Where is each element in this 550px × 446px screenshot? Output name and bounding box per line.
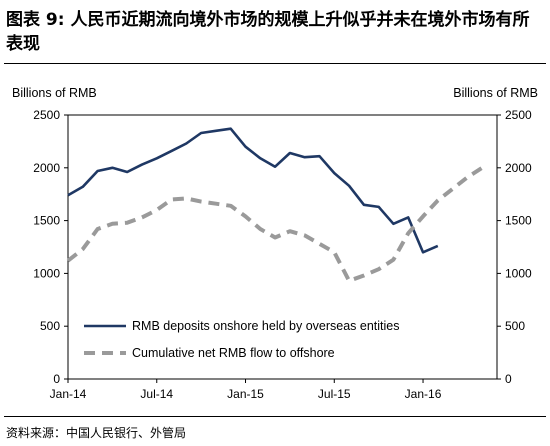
source-note: 资料来源：中国人民银行、外管局 [6,426,187,440]
y-tick-label-left: 2500 [33,108,60,122]
series-line-rmb-deposits [67,127,439,254]
y-tick-label-right: 1500 [505,214,532,228]
y-tick-label-right: 500 [505,319,525,333]
source-rule [4,416,546,417]
y-tick-label-right: 0 [505,372,512,386]
x-tick-label: Jan-16 [405,387,442,401]
y-axis-left-label: Billions of RMB [12,86,97,100]
series-line-cumulative-flow [66,166,484,283]
y-axis-right-label: Billions of RMB [453,86,538,100]
chart-title: 图表 9: 人民币近期流向境外市场的规模上升似乎并未在境外市场有所表现 [6,10,530,54]
x-tick-label: Jan-14 [50,387,87,401]
title-rule [4,63,546,64]
legend-label-rmb-deposits: RMB deposits onshore held by overseas en… [132,319,400,333]
x-tick-label: Jul-15 [318,387,351,401]
y-tick-label-right: 2500 [505,108,532,122]
y-tick-label-left: 0 [53,372,60,386]
y-tick-label-left: 1500 [33,214,60,228]
y-tick-label-left: 2000 [33,161,60,175]
y-tick-label-right: 1000 [505,266,532,280]
y-tick-label-left: 1000 [33,266,60,280]
x-tick-label: Jan-15 [227,387,264,401]
legend-label-cumulative-flow: Cumulative net RMB flow to offshore [132,346,335,360]
y-tick-label-right: 2000 [505,161,532,175]
x-tick-label: Jul-14 [140,387,173,401]
y-tick-label-left: 500 [40,319,60,333]
